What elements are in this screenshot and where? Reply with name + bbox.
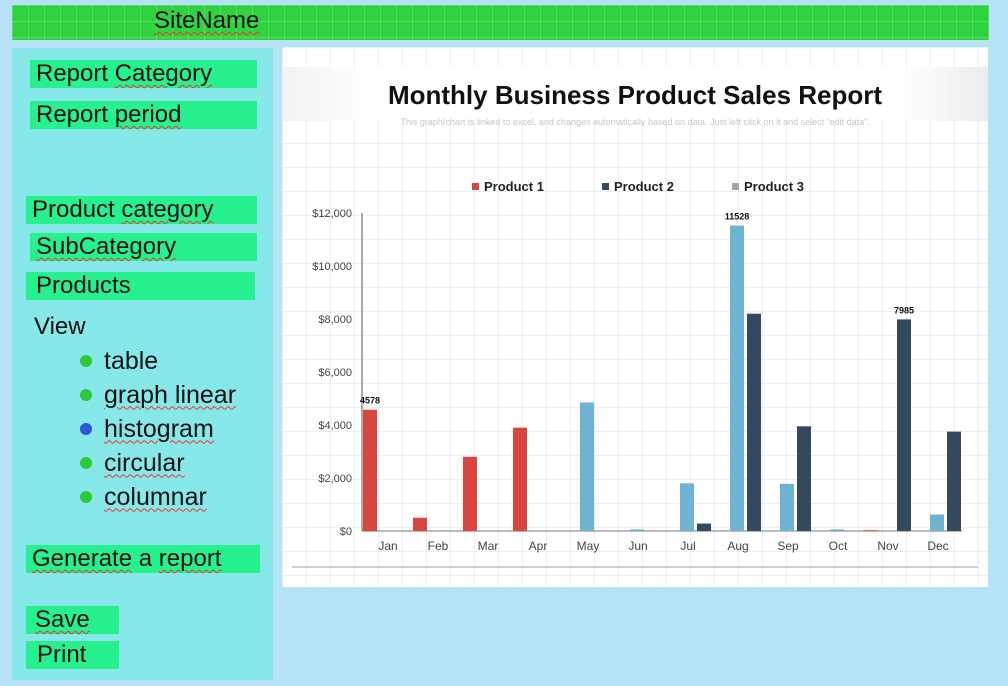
report-period-label: Report period xyxy=(36,101,182,128)
bar xyxy=(897,319,911,531)
x-tick-label: Sep xyxy=(777,539,799,553)
y-tick-label: $6,000 xyxy=(318,367,352,379)
y-tick-label: $8,000 xyxy=(318,314,352,326)
report-panel: Monthly Business Product Sales Report Th… xyxy=(282,47,988,587)
view-option-columnar[interactable]: columnar xyxy=(80,480,236,514)
view-options-list: table graph linear histogram circular co… xyxy=(80,344,236,514)
view-option-label: table xyxy=(104,346,159,375)
x-tick-label: Dec xyxy=(927,539,948,553)
x-tick-label: Jul xyxy=(680,539,695,553)
data-label: 7985 xyxy=(894,305,914,315)
x-tick-label: Feb xyxy=(428,539,449,553)
subcategory-button[interactable]: SubCategory xyxy=(30,233,257,261)
products-button[interactable]: Products xyxy=(26,272,255,300)
x-tick-label: Mar xyxy=(478,539,499,553)
bar xyxy=(747,313,761,531)
bar xyxy=(863,530,877,532)
sales-bar-chart[interactable]: Product 1 Product 2 Product 3 $0 $2,000 $4,00… xyxy=(282,47,988,587)
selected-dot-icon xyxy=(80,423,92,435)
report-category-label: Report Category xyxy=(36,60,213,87)
print-button[interactable]: Print xyxy=(26,641,119,669)
view-option-circular[interactable]: circular xyxy=(80,446,236,480)
legend-label: Product 3 xyxy=(744,179,804,194)
report-subtitle: This graph/chart is linked to excel, and… xyxy=(400,117,870,127)
x-tick-label: Aug xyxy=(727,539,748,553)
bullet-dot-icon xyxy=(80,491,92,503)
bar xyxy=(580,402,594,531)
view-option-label: graph linear xyxy=(104,380,237,409)
y-tick-label: $0 xyxy=(340,526,352,538)
bar xyxy=(797,426,811,531)
product-category-button[interactable]: Product category xyxy=(26,196,257,224)
data-label: 4578 xyxy=(360,396,380,406)
legend-label: Product 2 xyxy=(614,179,674,194)
bar xyxy=(463,456,477,531)
x-tick-label: Jun xyxy=(628,539,647,553)
y-tick-label: $12,000 xyxy=(312,208,352,220)
site-name[interactable]: SiteName xyxy=(154,7,260,34)
subcategory-label: SubCategory xyxy=(36,233,177,260)
x-tick-label: Jan xyxy=(378,539,397,553)
report-title: Monthly Business Product Sales Report xyxy=(387,80,883,110)
view-option-table[interactable]: table xyxy=(80,344,236,378)
sidebar: Report Category Report period Product ca… xyxy=(12,48,273,680)
save-label: Save xyxy=(35,606,90,633)
view-option-label: circular xyxy=(104,448,185,477)
view-label: View xyxy=(34,313,86,340)
products-label: Products xyxy=(36,272,131,299)
x-tick-label: Nov xyxy=(877,539,898,553)
bar xyxy=(413,517,427,531)
bar xyxy=(513,427,527,531)
view-option-histogram[interactable]: histogram xyxy=(80,412,236,446)
bar xyxy=(780,483,794,531)
save-button[interactable]: Save xyxy=(26,606,119,634)
bullet-dot-icon xyxy=(80,389,92,401)
bar xyxy=(680,483,694,531)
report-header-band xyxy=(282,67,988,121)
product-category-label: Product category xyxy=(32,196,214,223)
view-option-label: histogram xyxy=(104,414,214,443)
report-period-button[interactable]: Report period xyxy=(30,101,257,129)
bar xyxy=(363,409,377,531)
generate-report-button[interactable]: Generate a report xyxy=(26,545,260,573)
bar xyxy=(947,431,961,531)
bullet-dot-icon xyxy=(80,355,92,367)
bar xyxy=(830,529,844,531)
y-tick-label: $10,000 xyxy=(312,261,352,273)
view-option-graph-linear[interactable]: graph linear xyxy=(80,378,236,412)
legend-label: Product 1 xyxy=(484,179,544,194)
x-tick-label: Oct xyxy=(829,539,848,553)
legend-swatch xyxy=(472,183,479,190)
view-option-label: columnar xyxy=(104,482,207,511)
bullet-dot-icon xyxy=(80,457,92,469)
bar xyxy=(630,529,644,531)
top-bar xyxy=(12,5,989,40)
legend-swatch xyxy=(602,183,609,190)
bar xyxy=(697,523,711,531)
report-category-button[interactable]: Report Category xyxy=(30,60,257,88)
generate-report-label: Generate a report xyxy=(32,545,222,572)
data-label: 11528 xyxy=(725,212,750,222)
x-tick-label: Apr xyxy=(529,539,548,553)
x-tick-label: May xyxy=(577,539,600,553)
legend-swatch xyxy=(732,183,739,190)
bar xyxy=(930,514,944,531)
y-tick-label: $2,000 xyxy=(318,473,352,485)
print-label: Print xyxy=(37,641,87,668)
bar xyxy=(730,225,744,531)
y-tick-label: $4,000 xyxy=(318,420,352,432)
